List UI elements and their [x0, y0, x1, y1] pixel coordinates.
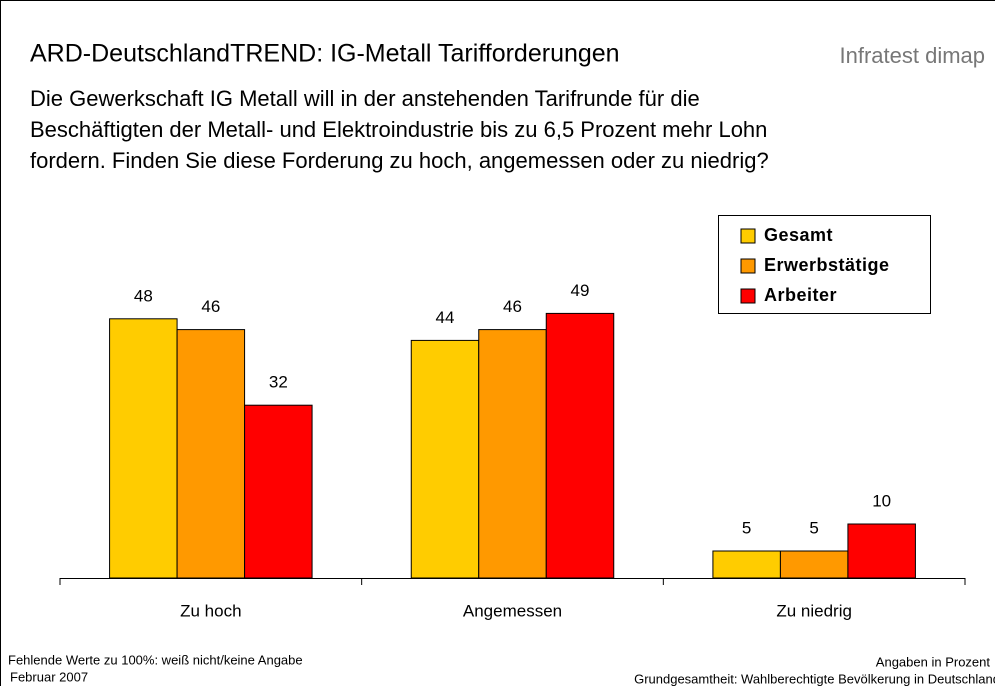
x-tick-label: Angemessen	[463, 601, 562, 620]
legend-swatch	[740, 288, 756, 304]
value-label: 32	[269, 373, 288, 392]
value-label: 48	[134, 286, 153, 305]
legend-label: Erwerbstätige	[764, 255, 890, 275]
value-label: 44	[436, 308, 455, 327]
legend-swatch	[740, 228, 756, 244]
footnote: Angaben in Prozent	[876, 654, 991, 669]
x-tick-label: Zu hoch	[180, 601, 241, 620]
value-label: 49	[571, 281, 590, 300]
value-label: 46	[201, 297, 220, 316]
value-label: 5	[809, 518, 818, 537]
bar	[109, 318, 178, 579]
value-label: 46	[503, 297, 522, 316]
bar	[176, 329, 246, 579]
subtitle: Beschäftigten der Metall- und Elektroind…	[30, 117, 767, 142]
value-label: 5	[742, 518, 751, 537]
footnote: Grundgesamtheit: Wahlberechtigte Bevölke…	[634, 671, 995, 686]
subtitle: Die Gewerkschaft IG Metall will in der a…	[30, 86, 700, 111]
legend-label: Arbeiter	[764, 285, 837, 305]
bar	[244, 404, 313, 579]
bar	[712, 550, 781, 579]
bar	[478, 329, 547, 579]
bar	[545, 312, 615, 579]
footnote: Februar 2007	[10, 669, 88, 684]
brand: Infratest dimap	[839, 43, 985, 68]
bar	[847, 523, 916, 579]
bar	[779, 550, 849, 579]
legend-label: Gesamt	[764, 225, 833, 245]
footnote: Fehlende Werte zu 100%: weiß nicht/keine…	[8, 652, 303, 667]
value-label: 10	[872, 491, 891, 510]
x-tick-label: Zu niedrig	[776, 601, 852, 620]
legend-swatch	[740, 258, 756, 274]
bar	[410, 339, 480, 579]
chart-title: ARD-DeutschlandTREND: IG-Metall Tariffor…	[30, 40, 620, 68]
subtitle: fordern. Finden Sie diese Forderung zu h…	[30, 148, 769, 173]
